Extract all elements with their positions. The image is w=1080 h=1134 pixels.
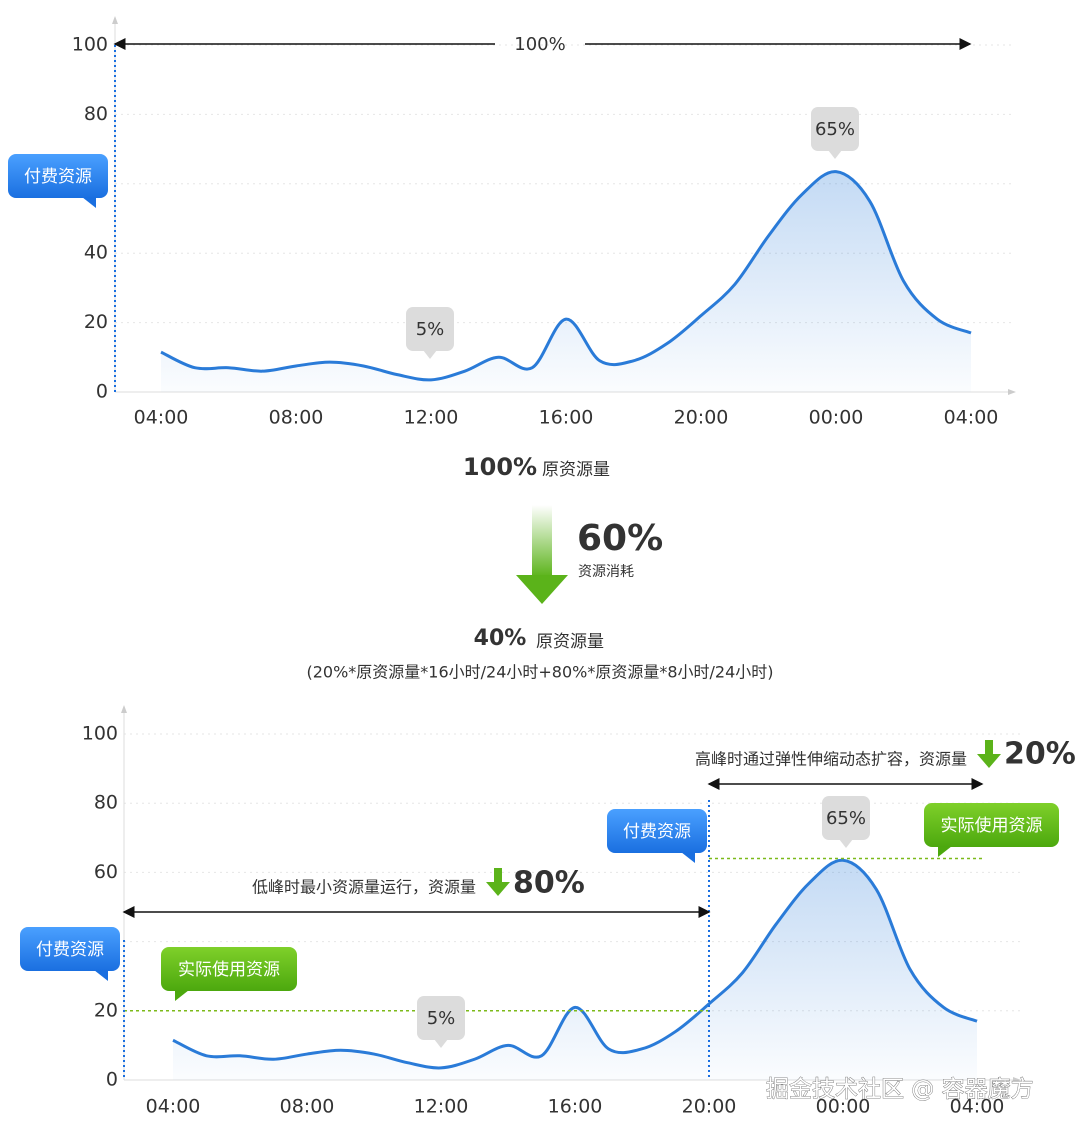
bubble-box [811, 107, 859, 151]
x-tick-label: 04:00 [134, 407, 189, 429]
result-label: 原资源量 [536, 632, 604, 652]
off-peak-note: 低峰时最小资源量运行，资源量 [252, 878, 476, 897]
y-tick-label: 80 [94, 792, 118, 814]
bubble-tail [434, 1039, 448, 1048]
bubble-tail [423, 350, 437, 359]
badge-box [161, 947, 297, 991]
bubble-label: 65% [815, 119, 855, 140]
saving-label: 资源消耗 [578, 564, 634, 580]
badge-label: 实际使用资源 [178, 959, 280, 980]
x-tick-label: 12:00 [414, 1096, 469, 1118]
x-tick-label: 12:00 [404, 407, 459, 429]
saving-arrow [494, 868, 502, 884]
y-tick-label: 80 [84, 103, 108, 125]
x-tick-label: 00:00 [809, 407, 864, 429]
y-tick-label: 100 [82, 723, 118, 745]
badge-tail [82, 197, 96, 208]
badge-label: 付费资源 [36, 940, 104, 960]
value-bubble: 65% [811, 107, 859, 159]
value-bubble: 5% [406, 307, 454, 359]
x-tick-label: 04:00 [944, 407, 999, 429]
bubble-tail [828, 150, 842, 159]
x-tick-label: 04:00 [950, 1096, 1005, 1118]
line [172, 858, 978, 1070]
bubble-box [417, 996, 465, 1040]
span-label: 100% [514, 34, 565, 55]
off-peak-saving: 80% [513, 866, 585, 901]
usage-badge: 实际使用资源 [924, 803, 1059, 857]
paid-badge: 付费资源 [20, 927, 120, 981]
bubble-tail [839, 839, 853, 848]
area [161, 171, 971, 392]
saving-arrow [532, 505, 552, 577]
x-tick-label: 16:00 [539, 407, 594, 429]
badge-tail [681, 852, 695, 863]
peak-saving: 20% [1004, 737, 1076, 772]
bubble-label: 65% [826, 808, 866, 829]
y-tick-label: 0 [106, 1069, 118, 1091]
bubble-label: 5% [427, 1008, 456, 1029]
x-tick-label: 00:00 [816, 1096, 871, 1118]
formula: (20%*原资源量*16小时/24小时+80%*原资源量*8小时/24小时) [306, 663, 773, 682]
x-tick-label: 08:00 [269, 407, 324, 429]
value-bubble: 65% [822, 796, 870, 848]
badge-tail [94, 970, 108, 981]
bubble-box [822, 796, 870, 840]
y-tick-label: 0 [96, 381, 108, 403]
y-tick-label: 20 [94, 999, 118, 1021]
badge-box [20, 927, 120, 971]
bubble-label: 5% [416, 319, 445, 340]
result-value: 40% [474, 626, 527, 651]
original-label: 原资源量 [542, 460, 610, 480]
x-tick-label: 04:00 [146, 1096, 201, 1118]
value-bubble: 5% [417, 996, 465, 1048]
line [160, 170, 972, 382]
x-tick-label: 20:00 [674, 407, 729, 429]
saving-arrow [985, 740, 993, 756]
y-tick-label: 60 [94, 861, 118, 883]
badge-tail [175, 990, 189, 1001]
badge-label: 付费资源 [623, 822, 691, 842]
badge-label: 实际使用资源 [941, 815, 1043, 836]
x-tick-label: 08:00 [280, 1096, 335, 1118]
badge-tail [938, 846, 952, 857]
saving-arrowhead [977, 754, 1001, 768]
badge-box [8, 154, 108, 198]
watermark: 掘金技术社区 @ 容器魔方 [766, 1077, 1034, 1103]
paid-badge: 付费资源 [8, 154, 108, 208]
badge-box [924, 803, 1059, 847]
badge-label: 付费资源 [24, 167, 92, 187]
bubble-box [406, 307, 454, 351]
original-value: 100% [463, 453, 537, 481]
x-tick-label: 20:00 [682, 1096, 737, 1118]
y-tick-label: 40 [84, 242, 108, 264]
y-tick-label: 20 [84, 311, 108, 333]
saving-arrowhead [486, 882, 510, 896]
x-tick-label: 16:00 [548, 1096, 603, 1118]
peak-note: 高峰时通过弹性伸缩动态扩容，资源量 [695, 750, 967, 769]
saving-arrowhead [516, 575, 568, 604]
saving-value: 60% [577, 518, 663, 559]
area [173, 860, 977, 1080]
paid-badge: 付费资源 [607, 809, 707, 863]
y-tick-label: 100 [72, 34, 108, 56]
usage-badge: 实际使用资源 [161, 947, 297, 1001]
badge-box [607, 809, 707, 853]
